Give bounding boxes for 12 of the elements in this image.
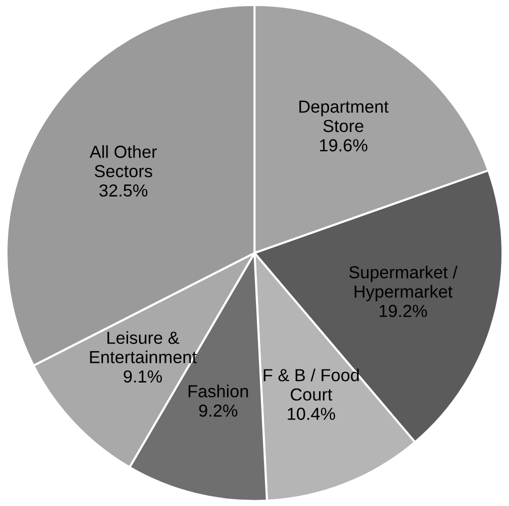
slice-label: F & B / Food Court [264, 368, 359, 401]
slice-label: Supermarket / Hypermarket [349, 266, 458, 302]
slice-label: Fashion [188, 384, 248, 398]
slice-label: All Other Sectors [90, 145, 157, 178]
slice-label: Leisure & Entertainment [90, 331, 197, 364]
data-label: 19.6% [320, 139, 368, 152]
data-label: 19.2% [380, 304, 427, 318]
data-label: 9.2% [199, 404, 238, 417]
data-label: 10.4% [288, 408, 336, 420]
data-label: 32.5% [99, 184, 148, 197]
data-label: 9.1% [124, 370, 162, 383]
slice-label: Department Store [299, 100, 389, 132]
